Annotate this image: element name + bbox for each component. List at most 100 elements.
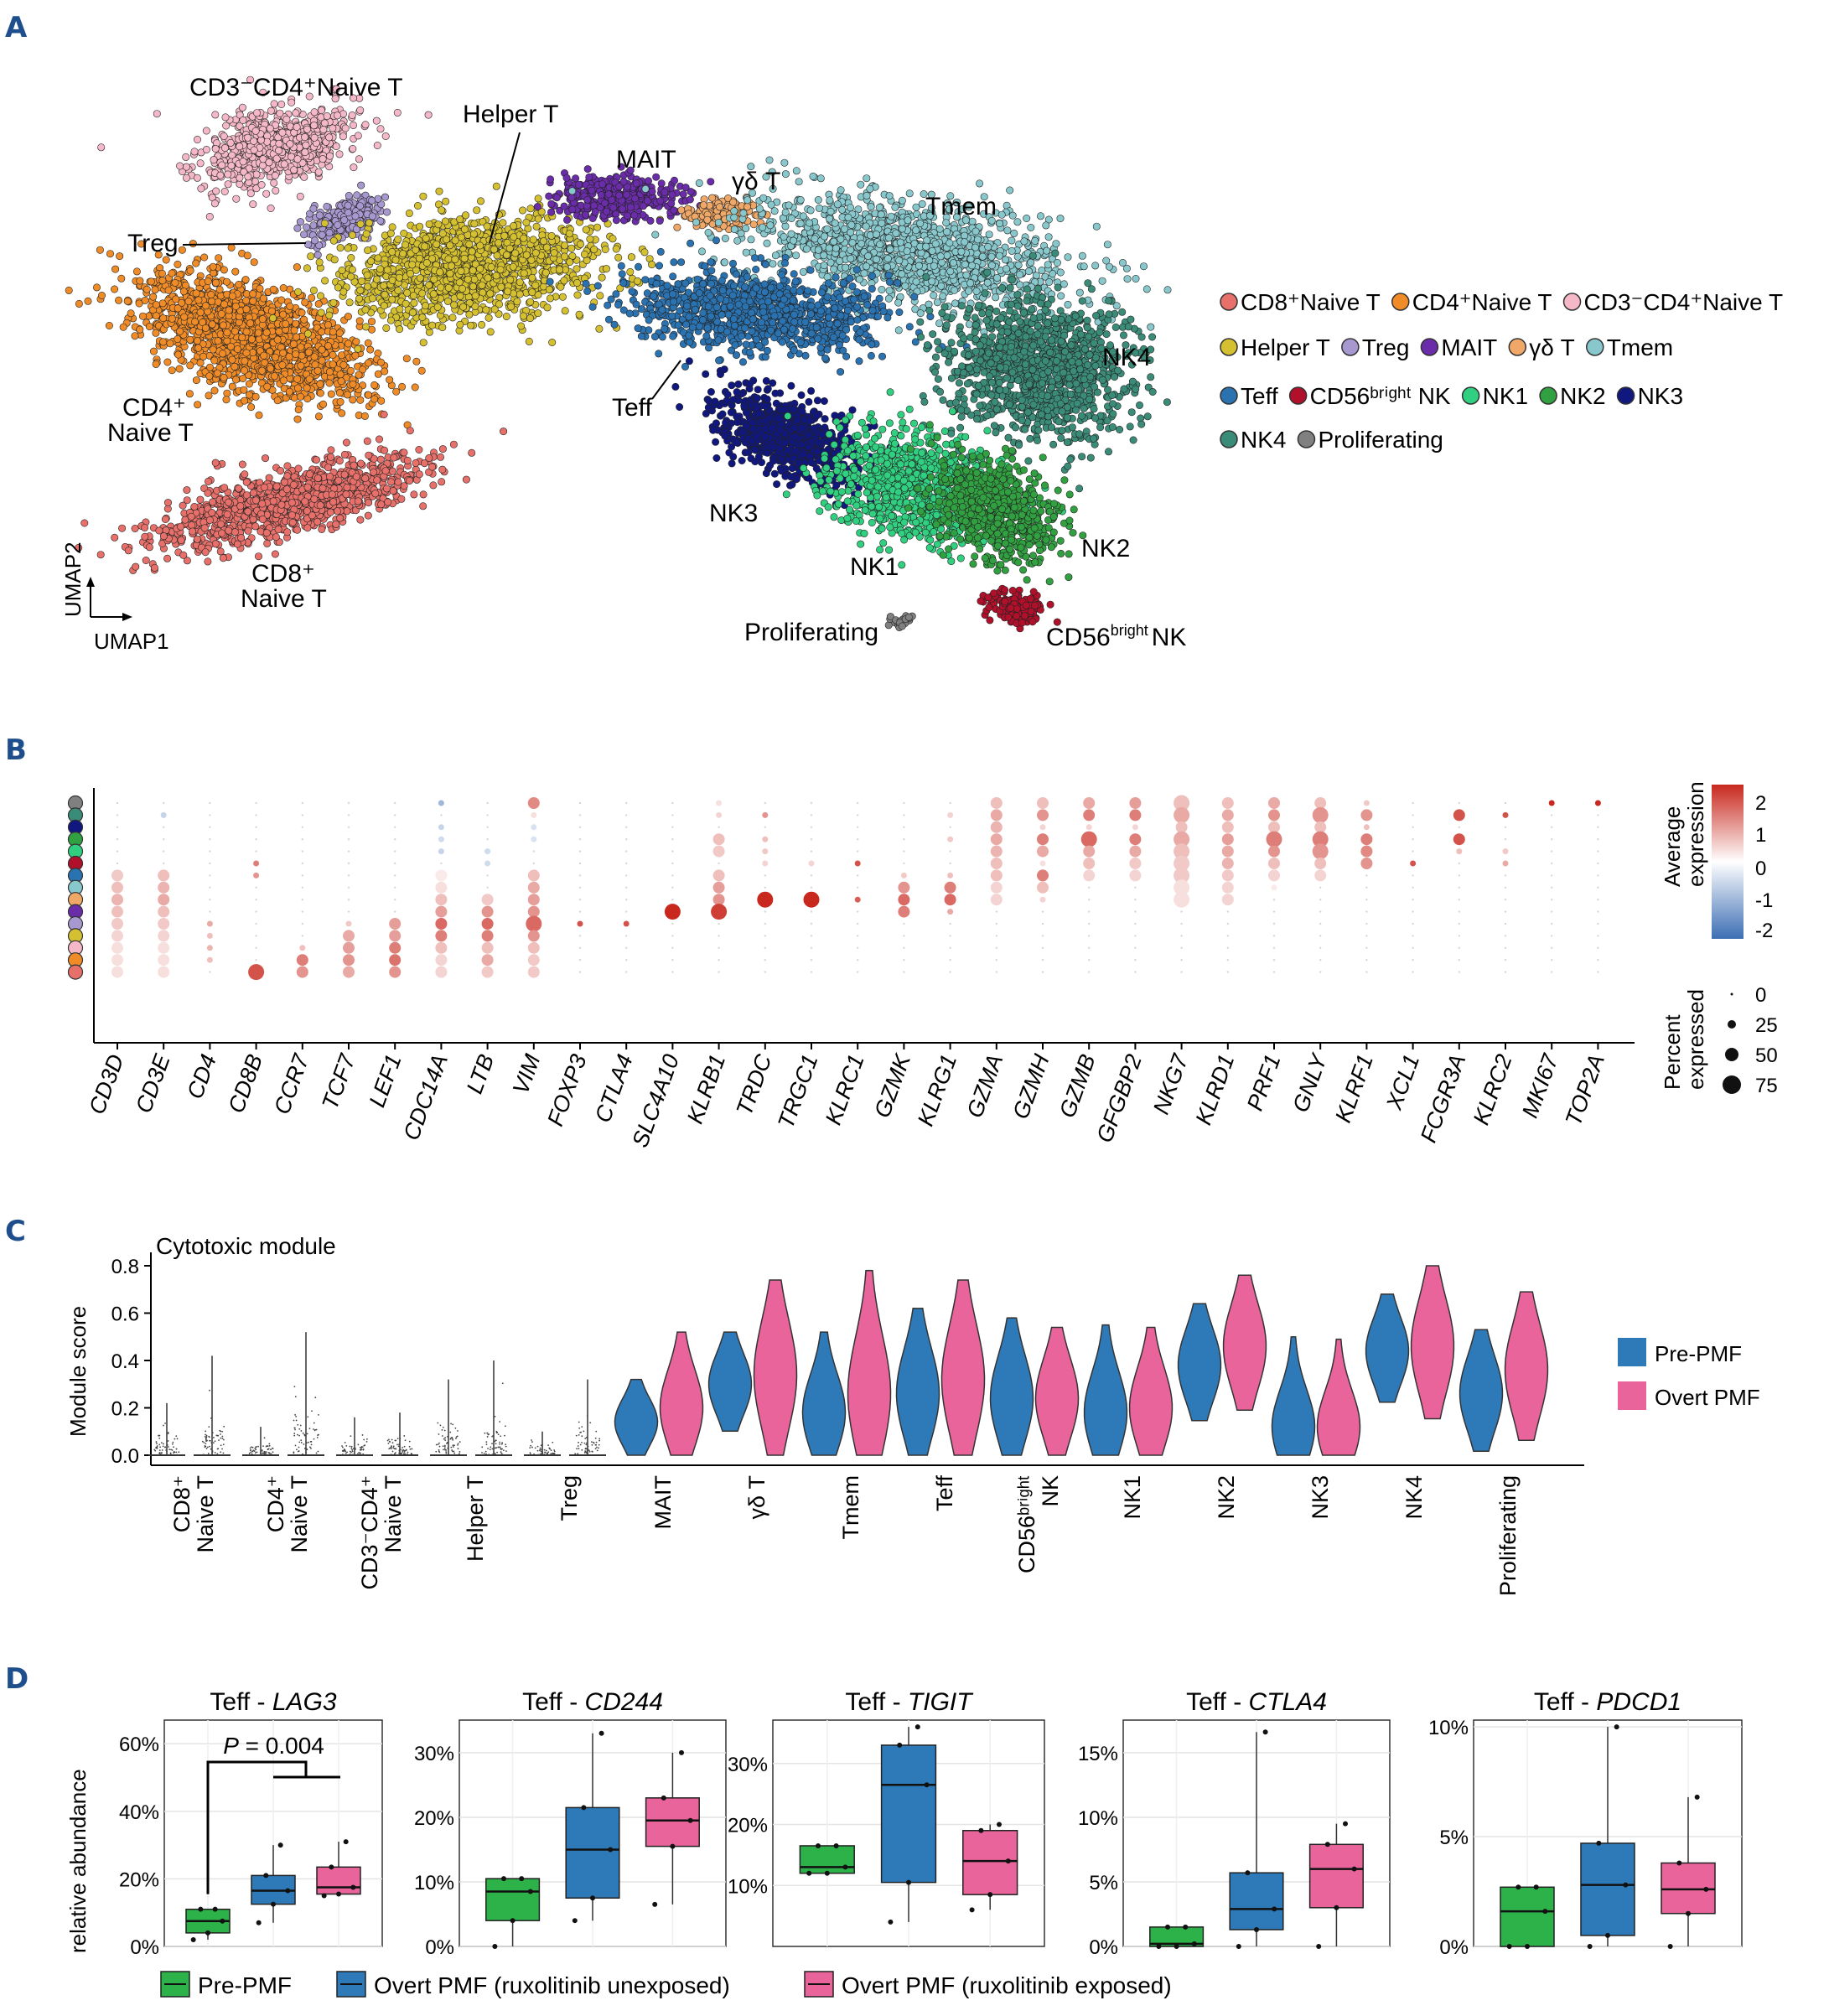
umap-point bbox=[516, 278, 524, 287]
umap-point bbox=[267, 365, 275, 373]
umap-point bbox=[444, 283, 453, 292]
umap-point bbox=[402, 355, 411, 363]
umap-point bbox=[271, 171, 279, 179]
umap-point bbox=[210, 356, 219, 365]
umap-point bbox=[626, 267, 635, 276]
umap-point bbox=[202, 127, 210, 135]
umap-point bbox=[415, 470, 423, 479]
umap-point bbox=[593, 223, 602, 231]
umap-point bbox=[277, 467, 285, 475]
umap-point bbox=[444, 255, 453, 263]
umap-point bbox=[354, 132, 362, 140]
umap-point bbox=[313, 474, 322, 482]
umap-point bbox=[438, 478, 446, 486]
umap-point bbox=[482, 306, 490, 314]
umap-point bbox=[347, 272, 355, 281]
umap-point bbox=[373, 476, 381, 485]
umap-point bbox=[573, 278, 582, 287]
umap-point bbox=[576, 240, 584, 248]
umap-point bbox=[364, 391, 372, 399]
umap-point bbox=[408, 261, 417, 269]
umap-point bbox=[304, 348, 313, 356]
umap-point bbox=[406, 269, 414, 277]
umap-point bbox=[542, 243, 551, 251]
umap-point bbox=[159, 338, 168, 346]
umap-point bbox=[355, 371, 363, 379]
umap-point bbox=[519, 312, 527, 320]
umap-point bbox=[158, 277, 167, 285]
umap-point bbox=[233, 540, 241, 548]
umap-point bbox=[249, 200, 257, 209]
umap-point bbox=[208, 509, 216, 517]
umap-point bbox=[163, 358, 172, 366]
umap-point bbox=[150, 347, 158, 355]
umap-point bbox=[417, 366, 426, 375]
umap-point bbox=[355, 317, 364, 325]
umap-point bbox=[328, 490, 336, 499]
umap-point bbox=[158, 299, 167, 308]
umap-point bbox=[490, 305, 499, 314]
umap-point bbox=[190, 502, 199, 510]
umap-point bbox=[300, 315, 308, 324]
umap-cluster-points bbox=[97, 75, 433, 221]
umap-point bbox=[483, 222, 491, 231]
umap-point bbox=[561, 307, 569, 315]
umap-point bbox=[528, 273, 536, 282]
umap-point bbox=[211, 145, 220, 153]
umap-point bbox=[151, 563, 159, 572]
umap-point bbox=[231, 327, 239, 335]
umap-point bbox=[192, 376, 200, 385]
umap-point bbox=[394, 286, 402, 294]
umap-point bbox=[373, 142, 381, 150]
umap-point bbox=[520, 269, 528, 277]
umap-point bbox=[272, 186, 280, 194]
umap-point bbox=[324, 464, 332, 472]
umap-point bbox=[344, 244, 352, 252]
umap-point bbox=[194, 344, 203, 352]
umap-point bbox=[338, 266, 346, 274]
umap-point bbox=[235, 280, 243, 288]
umap-point bbox=[456, 320, 464, 329]
umap-point bbox=[362, 230, 370, 238]
umap-point bbox=[360, 412, 369, 420]
umap-point bbox=[256, 527, 265, 536]
umap-point bbox=[391, 256, 400, 264]
umap-point bbox=[346, 366, 355, 375]
umap-point bbox=[301, 148, 309, 157]
umap-point bbox=[335, 389, 344, 397]
umap-point bbox=[271, 550, 279, 558]
umap-point bbox=[380, 302, 388, 310]
umap-point bbox=[548, 338, 557, 346]
umap-point bbox=[177, 522, 185, 531]
umap-point bbox=[348, 111, 356, 120]
umap-point bbox=[332, 143, 340, 151]
umap-point bbox=[484, 274, 492, 282]
umap-point bbox=[305, 375, 313, 383]
umap-scatter bbox=[65, 75, 1172, 633]
umap-point bbox=[141, 523, 149, 531]
umap-point bbox=[456, 292, 464, 300]
umap-point bbox=[409, 292, 417, 300]
umap-point bbox=[499, 219, 507, 227]
umap-point bbox=[506, 276, 515, 284]
umap-point bbox=[497, 282, 505, 291]
umap-point bbox=[308, 511, 316, 520]
umap-point bbox=[434, 220, 443, 229]
umap-point bbox=[318, 356, 326, 365]
umap-point bbox=[280, 478, 288, 486]
umap-point bbox=[341, 124, 350, 132]
umap-point bbox=[296, 218, 304, 226]
umap-point bbox=[446, 269, 454, 277]
umap-point bbox=[242, 349, 251, 357]
umap-point bbox=[65, 286, 73, 294]
umap-point bbox=[573, 291, 582, 299]
umap-point bbox=[415, 445, 423, 453]
umap-point bbox=[436, 268, 444, 277]
umap-point bbox=[98, 291, 106, 299]
umap-point bbox=[582, 225, 590, 234]
umap-point bbox=[240, 366, 248, 375]
umap-point bbox=[470, 220, 479, 228]
umap-point bbox=[531, 281, 540, 289]
umap-point bbox=[188, 521, 196, 529]
umap-point bbox=[231, 528, 239, 536]
